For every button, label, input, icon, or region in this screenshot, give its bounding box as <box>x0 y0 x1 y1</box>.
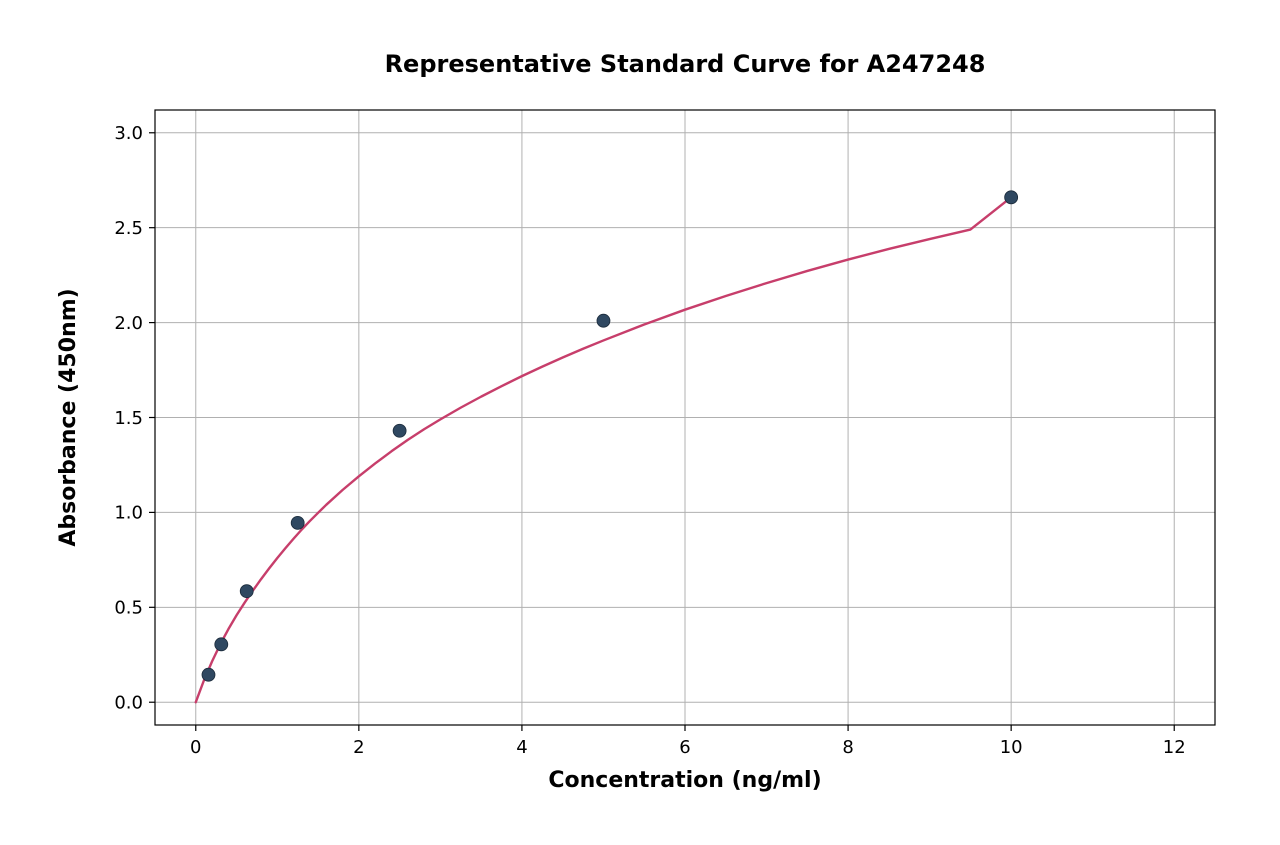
chart-container: 0 2 4 6 8 10 12 0.0 0.5 1.0 1.5 2.0 2.5 3.0 Representa… <box>0 0 1280 845</box>
standard-curve-chart: 0 2 4 6 8 10 12 0.0 0.5 1.0 1.5 2.0 2.5 3.0 Representa… <box>0 0 1280 845</box>
data-point <box>240 585 253 598</box>
y-tick-label: 0.5 <box>114 598 143 619</box>
x-tick-label: 0 <box>190 737 201 758</box>
x-tick-label: 6 <box>679 737 690 758</box>
y-tick-label: 2.0 <box>114 313 143 334</box>
y-axis-label: Absorbance (450nm) <box>56 288 81 546</box>
data-point <box>393 424 406 437</box>
x-tick-label: 4 <box>516 737 527 758</box>
chart-title: Representative Standard Curve for A24724… <box>385 50 986 78</box>
y-tick-label: 3.0 <box>114 123 143 144</box>
x-axis-label: Concentration (ng/ml) <box>548 768 821 793</box>
y-tick-label: 1.0 <box>114 503 143 524</box>
x-tick-label: 10 <box>1000 737 1023 758</box>
data-point <box>215 638 228 651</box>
y-tick-label: 2.5 <box>114 218 143 239</box>
x-tick-label: 8 <box>842 737 853 758</box>
data-point <box>1005 191 1018 204</box>
y-tick-label: 1.5 <box>114 408 143 429</box>
x-tick-label: 12 <box>1163 737 1186 758</box>
data-point <box>291 516 304 529</box>
data-point <box>202 668 215 681</box>
data-point <box>597 314 610 327</box>
y-tick-label: 0.0 <box>114 693 143 714</box>
x-tick-label: 2 <box>353 737 364 758</box>
